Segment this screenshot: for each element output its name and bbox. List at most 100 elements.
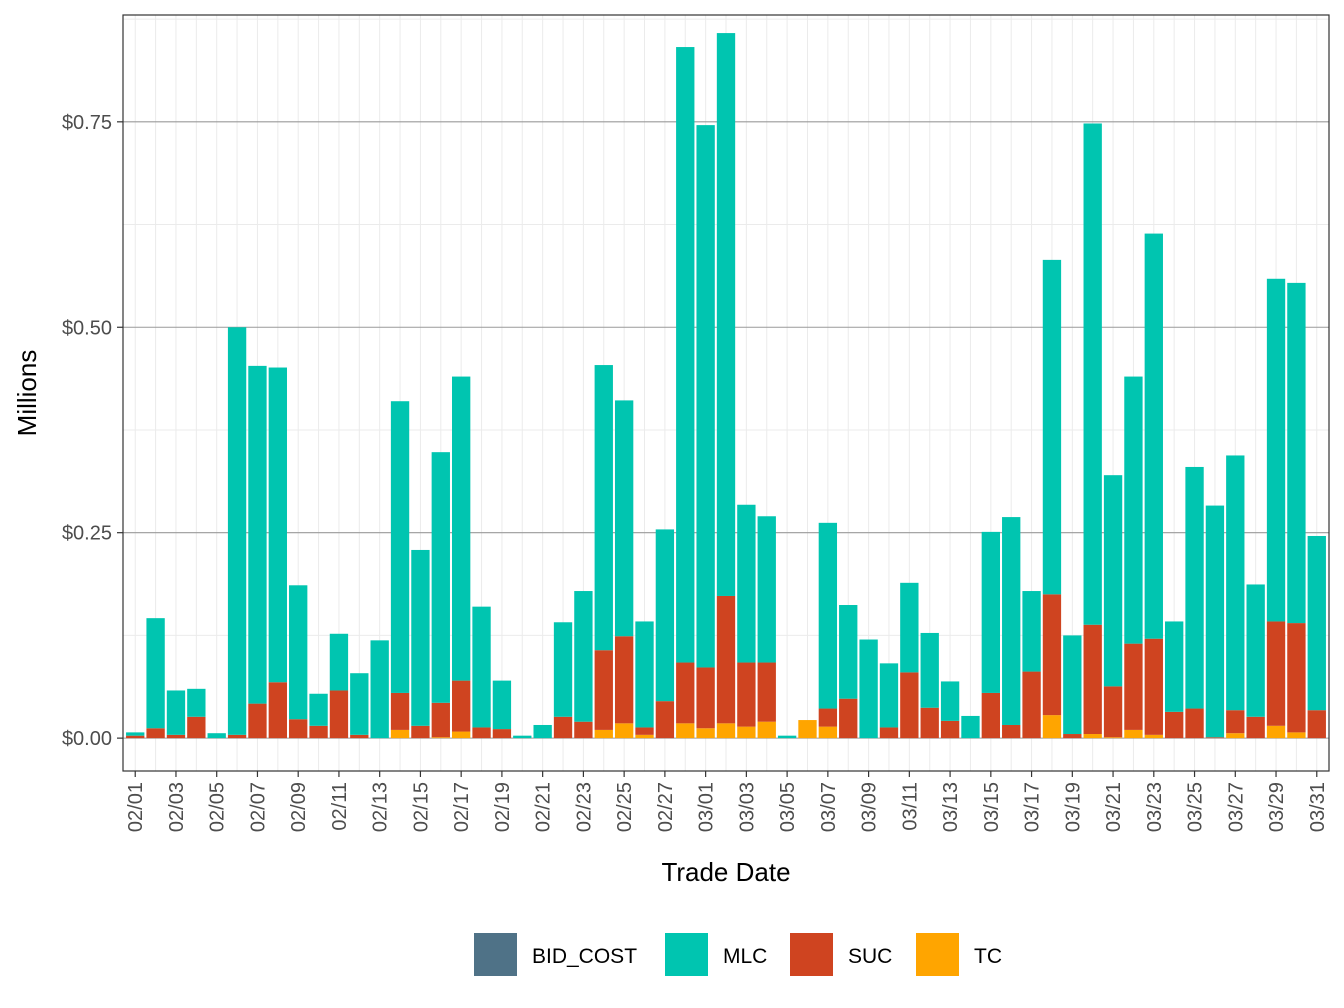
bar-suc-03-01 [696, 667, 715, 729]
x-tick-label: 03/05 [777, 782, 799, 832]
bar-mlc-03-02 [716, 33, 736, 596]
x-tick-label: 02/11 [329, 782, 351, 831]
panel-border [122, 14, 1330, 772]
x-tick-label: 03/11 [899, 782, 921, 831]
x-tick-label: 02/03 [166, 782, 188, 832]
bar-mlc-03-20 [1083, 123, 1102, 625]
legend-swatch-mlc [665, 933, 708, 976]
bar-suc-02-18 [472, 727, 491, 739]
bar-tc-03-06 [798, 720, 817, 739]
bar-suc-03-04 [757, 662, 776, 722]
bar-suc-03-13 [940, 720, 960, 739]
bar-tc-02-17 [452, 731, 471, 739]
bar-mlc-03-01 [696, 125, 715, 668]
bar-suc-03-29 [1266, 621, 1286, 726]
x-axis: 02/01 02/03 02/05 02/07 02/09 02/11 02/13 02/15… [125, 771, 1329, 832]
bar-suc-02-14 [390, 692, 410, 730]
bar-mlc-02-05 [207, 733, 226, 739]
x-tick-label: 03/29 [1266, 782, 1288, 832]
y-tick-label: $0.50 [62, 317, 112, 339]
bar-tc-02-14 [390, 729, 410, 739]
x-tick-label: 03/01 [696, 782, 718, 832]
bar-mlc-02-10 [309, 693, 328, 726]
bar-mlc-03-17 [1022, 591, 1041, 672]
y-tick-label: $0.25 [62, 523, 112, 545]
x-tick-label: 03/27 [1225, 782, 1247, 832]
bar-suc-02-16 [431, 702, 450, 738]
x-tick-label: 02/25 [614, 782, 636, 832]
bar-suc-03-25 [1185, 708, 1204, 739]
bar-suc-02-26 [635, 727, 654, 735]
bar-tc-02-16 [431, 737, 450, 739]
bar-mlc-02-01 [126, 732, 145, 736]
bar-tc-03-02 [716, 723, 736, 739]
bar-suc-02-01 [126, 735, 145, 739]
bar-mlc-03-03 [737, 504, 756, 663]
bar-mlc-02-25 [614, 400, 634, 637]
bar-mlc-02-04 [187, 688, 206, 717]
bar-tc-03-27 [1226, 733, 1245, 739]
bar-suc-03-10 [879, 727, 899, 739]
bar-mlc-03-21 [1103, 475, 1123, 687]
bar-suc-02-06 [227, 734, 247, 739]
bar-mlc-02-08 [268, 367, 287, 683]
bar-tc-03-01 [696, 728, 715, 739]
bar-suc-02-04 [187, 716, 206, 739]
bar-suc-02-11 [329, 690, 349, 739]
bar-tc-03-04 [757, 721, 776, 739]
bar-tc-02-26 [635, 734, 654, 739]
bar-mlc-02-06 [227, 327, 247, 735]
bar-mlc-02-09 [289, 585, 308, 720]
bar-tc-02-24 [594, 729, 613, 739]
bar-suc-02-12 [350, 734, 369, 739]
bar-mlc-02-07 [248, 365, 267, 704]
bar-suc-03-02 [716, 595, 736, 724]
bar-mlc-02-13 [370, 640, 389, 739]
legend-swatch-bid_cost [474, 933, 517, 976]
bar-mlc-03-16 [1002, 517, 1021, 725]
bar-mlc-03-23 [1144, 233, 1163, 639]
bar-mlc-02-11 [329, 633, 349, 691]
x-tick-label: 03/19 [1062, 782, 1084, 832]
bar-mlc-03-25 [1185, 466, 1204, 709]
bar-mlc-03-27 [1226, 455, 1245, 711]
x-tick-label: 03/31 [1307, 782, 1329, 832]
x-tick-label: 03/21 [1103, 782, 1125, 832]
bar-suc-03-23 [1144, 638, 1163, 735]
bar-suc-03-20 [1083, 624, 1102, 735]
x-tick-label: 02/17 [451, 782, 473, 832]
bar-mlc-02-21 [533, 724, 552, 739]
bar-tc-03-23 [1144, 734, 1163, 739]
bar-suc-03-12 [920, 707, 939, 739]
bar-mlc-03-18 [1042, 259, 1062, 595]
bar-mlc-02-14 [390, 401, 410, 693]
bar-mlc-03-29 [1266, 278, 1286, 622]
bar-suc-02-28 [676, 662, 695, 724]
bar-suc-02-10 [309, 725, 328, 739]
legend-label-bid_cost: BID_COST [532, 945, 637, 968]
y-tick-label: $0.00 [62, 728, 112, 750]
bar-mlc-02-02 [146, 618, 165, 729]
legend-label-tc: TC [974, 945, 1002, 968]
bar-tc-02-28 [676, 723, 695, 739]
bar-mlc-02-20 [513, 735, 532, 739]
legend-swatch-suc [790, 933, 833, 976]
bar-suc-02-22 [553, 716, 573, 739]
y-axis-title: Millions [12, 350, 42, 437]
bar-tc-03-29 [1266, 725, 1286, 739]
bar-mlc-03-26 [1205, 505, 1225, 738]
bar-suc-03-07 [818, 708, 838, 727]
bar-mlc-03-31 [1307, 535, 1326, 711]
bar-mlc-02-17 [452, 376, 471, 681]
bar-suc-02-09 [289, 719, 308, 739]
bar-suc-03-15 [981, 692, 1000, 739]
bar-suc-02-15 [411, 725, 430, 739]
x-tick-label: 02/15 [410, 782, 432, 832]
bar-mlc-03-28 [1246, 584, 1265, 717]
legend-swatch-tc [916, 933, 959, 976]
bar-suc-03-24 [1165, 711, 1184, 739]
bar-mlc-03-04 [757, 516, 776, 663]
x-axis-title: Trade Date [661, 857, 790, 887]
bar-tc-03-30 [1287, 732, 1306, 739]
